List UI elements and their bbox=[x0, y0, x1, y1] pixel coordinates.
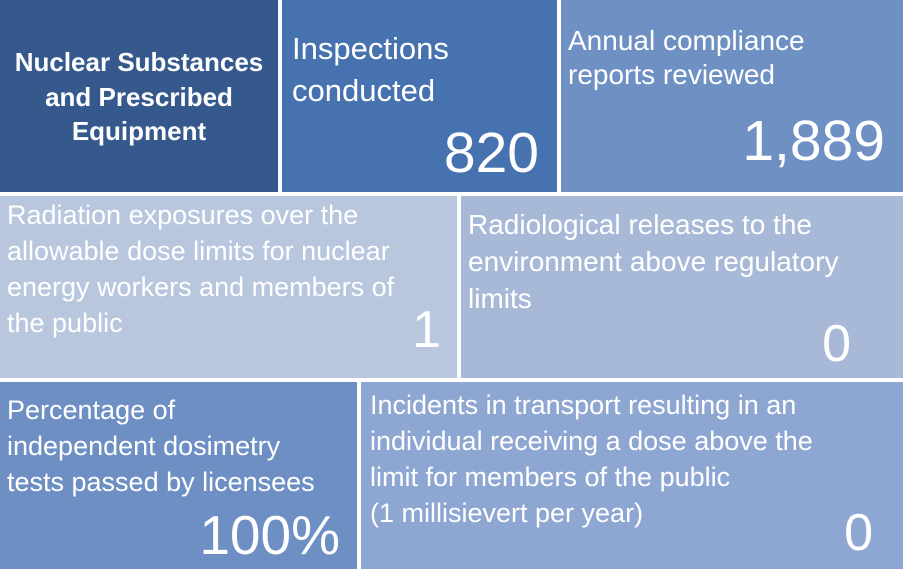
radiological-releases-tile: Radiological releases to the environment… bbox=[461, 196, 903, 378]
radiation-exposures-tile: Radiation exposures over the allowable d… bbox=[0, 196, 457, 378]
compliance-reports-value: 1,889 bbox=[742, 109, 885, 173]
program-title: Nuclear Substances and Prescribed Equipm… bbox=[14, 47, 264, 147]
inspections-value: 820 bbox=[443, 121, 539, 185]
transport-incidents-value: 0 bbox=[844, 504, 873, 562]
inspections-label: Inspections conducted bbox=[292, 31, 449, 108]
compliance-reports-tile: Annual compliance reports reviewed 1,889 bbox=[561, 0, 903, 192]
radiation-exposures-value: 1 bbox=[412, 301, 441, 359]
inspections-tile: Inspections conducted 820 bbox=[282, 0, 557, 192]
transport-incidents-label: Incidents in transport resulting in an i… bbox=[370, 390, 813, 528]
compliance-reports-label: Annual compliance reports reviewed bbox=[568, 25, 805, 91]
dosimetry-tests-value: 100% bbox=[199, 504, 340, 566]
transport-incidents-tile: Incidents in transport resulting in an i… bbox=[361, 382, 903, 569]
dosimetry-tests-tile: Percentage of independent dosimetry test… bbox=[0, 382, 357, 569]
dosimetry-tests-label: Percentage of independent dosimetry test… bbox=[7, 395, 315, 497]
program-title-tile: Nuclear Substances and Prescribed Equipm… bbox=[0, 0, 278, 192]
radiological-releases-value: 0 bbox=[822, 315, 851, 373]
radiological-releases-label: Radiological releases to the environment… bbox=[468, 209, 839, 315]
radiation-exposures-label: Radiation exposures over the allowable d… bbox=[7, 200, 395, 338]
